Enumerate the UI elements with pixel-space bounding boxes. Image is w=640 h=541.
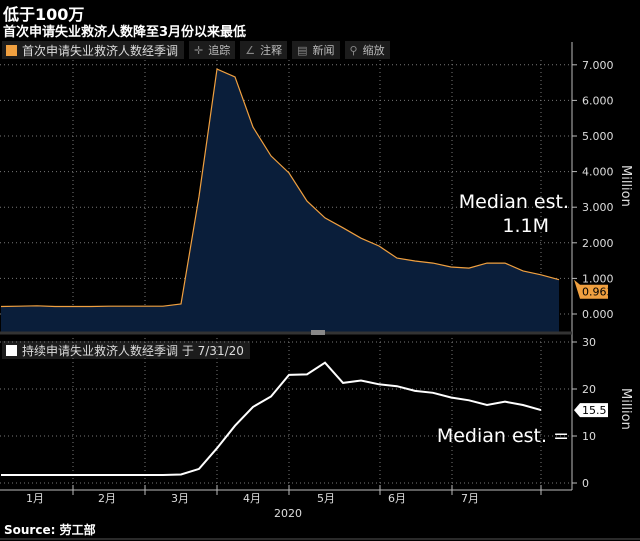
last-value-tag	[574, 403, 608, 418]
news-button[interactable]: ▤ 新闻	[292, 41, 340, 59]
news-label: 新闻	[312, 44, 335, 57]
top-legend-toolbar-row: 首次申请失业救济人数经季调 ✛ 追踪 ∠ 注释 ▤ 新闻 ⚲ 缩放	[2, 41, 390, 59]
x-tick-label: 5月	[317, 492, 335, 505]
y-tick-label: 0.000	[582, 308, 614, 321]
zoom-label: 缩放	[362, 44, 385, 57]
news-icon: ▤	[297, 43, 308, 57]
x-tick-label: 3月	[171, 492, 189, 505]
legend-label: 持续申请失业救济人数经季调 于 7/31/20	[22, 343, 244, 358]
panel-resize-handle[interactable]	[311, 330, 325, 335]
y-tick-label: 3.000	[582, 201, 614, 214]
area-fill	[1, 69, 559, 332]
x-tick-label: 7月	[461, 492, 479, 505]
median-annotation: Median est. =	[437, 425, 569, 447]
chart-subtitle: 首次申请失业救济人数降至3月份以来最低	[3, 25, 247, 40]
search-icon: ⚲	[349, 43, 358, 57]
source-note: Source: 劳工部	[4, 523, 96, 537]
y-tick-label: 7.000	[582, 59, 614, 72]
x-year-label: 2020	[274, 507, 302, 520]
y-tick-label: 1.000	[582, 272, 614, 285]
last-value-label: 15.5	[582, 404, 607, 417]
chart-title: 低于100万	[3, 5, 85, 24]
median-annotation: Median est.	[459, 191, 569, 213]
y-axis-label: Million	[618, 165, 633, 207]
x-tick-label: 4月	[243, 492, 261, 505]
legend-continuing-claims: 持续申请失业救济人数经季调 于 7/31/20	[2, 341, 250, 359]
zoom-button[interactable]: ⚲ 缩放	[344, 41, 390, 59]
annotate-button[interactable]: ∠ 注释	[240, 41, 288, 59]
series-line	[0, 68, 560, 308]
y-tick-label: 2.000	[582, 237, 614, 250]
legend-initial-claims: 首次申请失业救济人数经季调	[2, 41, 185, 59]
median-annotation: 1.1M	[502, 215, 549, 237]
track-label: 追踪	[208, 44, 231, 57]
x-tick-label: 1月	[26, 492, 44, 505]
x-tick-label: 2月	[98, 492, 116, 505]
pencil-icon: ∠	[245, 43, 256, 57]
y-tick-label: 20	[582, 383, 596, 396]
annotate-label: 注释	[260, 44, 283, 57]
y-tick-label: 0	[582, 477, 589, 490]
y-axis-label: Million	[618, 388, 633, 430]
y-tick-label: 4.000	[582, 166, 614, 179]
track-button[interactable]: ✛ 追踪	[189, 41, 236, 59]
y-tick-label: 6.000	[582, 94, 614, 107]
last-value-label: 0.963	[582, 286, 614, 299]
last-value-tag	[574, 279, 608, 299]
x-tick-label: 6月	[388, 492, 406, 505]
series-line	[1, 361, 542, 476]
legend-swatch	[6, 44, 17, 56]
y-tick-label: 5.000	[582, 130, 614, 143]
crosshair-icon: ✛	[194, 43, 204, 57]
y-tick-label: 10	[582, 430, 596, 443]
legend-label: 首次申请失业救济人数经季调	[22, 43, 179, 58]
y-tick-label: 30	[582, 336, 596, 349]
legend-swatch	[6, 344, 17, 356]
